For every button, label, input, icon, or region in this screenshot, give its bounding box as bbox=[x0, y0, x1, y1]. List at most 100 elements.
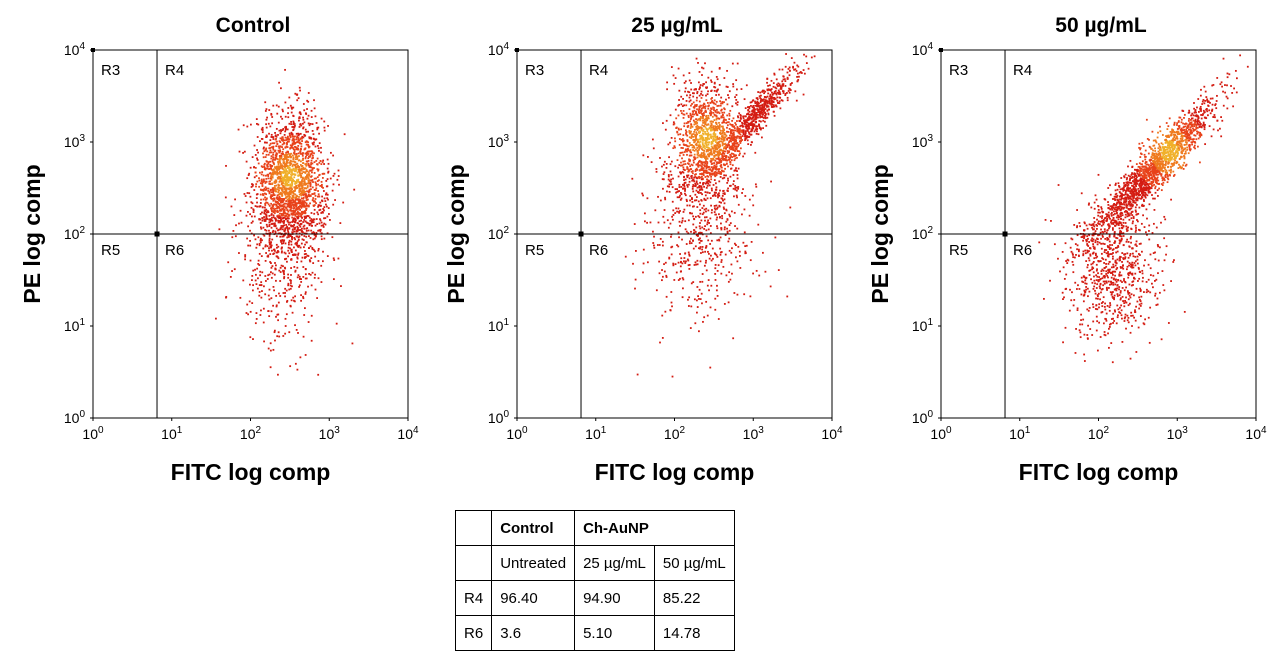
data-point bbox=[751, 124, 753, 126]
data-point bbox=[276, 197, 279, 200]
data-point bbox=[699, 222, 701, 224]
data-point bbox=[690, 134, 693, 137]
data-point bbox=[260, 173, 263, 176]
data-point bbox=[286, 146, 289, 148]
data-point bbox=[308, 273, 311, 275]
data-point bbox=[267, 177, 270, 180]
data-point bbox=[677, 114, 680, 117]
data-point bbox=[320, 238, 323, 241]
data-point bbox=[287, 282, 290, 285]
data-point bbox=[704, 246, 707, 249]
data-point bbox=[732, 137, 735, 140]
data-point bbox=[693, 180, 696, 183]
y-tick-label: 103 bbox=[488, 133, 510, 150]
data-point bbox=[269, 246, 272, 249]
data-point bbox=[752, 105, 755, 107]
data-point bbox=[1194, 109, 1197, 111]
data-point bbox=[686, 134, 689, 137]
data-point bbox=[247, 211, 249, 213]
data-point bbox=[718, 112, 721, 115]
data-point bbox=[682, 134, 685, 137]
data-point bbox=[279, 145, 282, 148]
data-point bbox=[714, 297, 717, 300]
data-point bbox=[723, 303, 726, 305]
data-point bbox=[298, 196, 300, 198]
data-point bbox=[267, 122, 270, 125]
data-point bbox=[306, 215, 309, 217]
data-point bbox=[748, 135, 751, 138]
data-point bbox=[287, 210, 290, 213]
data-point bbox=[715, 204, 718, 207]
data-point bbox=[717, 264, 720, 267]
data-point bbox=[340, 285, 342, 287]
data-point bbox=[746, 121, 749, 124]
data-point bbox=[706, 197, 709, 200]
data-point bbox=[281, 250, 283, 253]
data-point bbox=[311, 162, 314, 165]
data-point bbox=[337, 257, 340, 260]
data-point bbox=[699, 109, 702, 112]
data-point bbox=[699, 173, 701, 175]
data-point bbox=[266, 225, 269, 228]
data-point bbox=[290, 179, 293, 182]
data-point bbox=[261, 189, 264, 191]
data-point bbox=[731, 138, 734, 140]
data-point bbox=[699, 188, 702, 191]
data-point bbox=[249, 283, 251, 286]
data-point bbox=[271, 160, 274, 163]
data-point bbox=[269, 218, 272, 220]
data-point bbox=[686, 140, 689, 143]
data-point bbox=[707, 128, 709, 131]
data-point bbox=[706, 162, 709, 165]
data-point bbox=[292, 296, 295, 299]
data-point bbox=[256, 287, 259, 290]
data-point bbox=[701, 74, 703, 76]
data-point bbox=[270, 297, 273, 300]
data-point bbox=[278, 146, 281, 149]
data-point bbox=[747, 126, 750, 128]
data-point bbox=[302, 189, 305, 192]
data-point bbox=[264, 110, 267, 112]
data-point bbox=[692, 95, 695, 98]
data-point bbox=[278, 215, 281, 217]
data-point bbox=[281, 146, 283, 149]
data-point bbox=[686, 174, 688, 177]
data-point bbox=[772, 85, 775, 88]
data-point bbox=[297, 145, 300, 147]
data-point bbox=[772, 104, 775, 106]
data-point bbox=[694, 143, 697, 146]
data-point bbox=[668, 179, 671, 182]
data-point bbox=[646, 221, 648, 224]
data-point bbox=[671, 375, 674, 378]
data-point bbox=[296, 136, 298, 139]
data-point bbox=[299, 164, 302, 166]
data-point bbox=[253, 166, 255, 169]
data-point bbox=[682, 116, 685, 119]
data-point bbox=[711, 115, 714, 118]
data-point bbox=[272, 145, 275, 148]
data-point bbox=[703, 120, 706, 123]
data-point bbox=[705, 245, 708, 247]
data-point bbox=[287, 205, 290, 207]
data-point bbox=[688, 160, 691, 163]
x-tick-label: 102 bbox=[664, 425, 686, 442]
data-point bbox=[317, 205, 320, 208]
data-point bbox=[697, 295, 699, 298]
data-point bbox=[699, 191, 702, 194]
data-point bbox=[687, 149, 690, 152]
data-point bbox=[725, 98, 727, 101]
data-point bbox=[729, 156, 732, 159]
data-point bbox=[261, 126, 264, 129]
data-point bbox=[656, 244, 659, 246]
data-point bbox=[775, 93, 778, 96]
data-point bbox=[256, 159, 259, 161]
data-point bbox=[712, 157, 715, 160]
data-point bbox=[791, 82, 793, 84]
data-point bbox=[289, 153, 292, 155]
data-point bbox=[275, 204, 278, 207]
data-point bbox=[251, 185, 254, 187]
data-point bbox=[267, 210, 269, 213]
data-point bbox=[722, 139, 725, 142]
data-point bbox=[678, 164, 681, 166]
